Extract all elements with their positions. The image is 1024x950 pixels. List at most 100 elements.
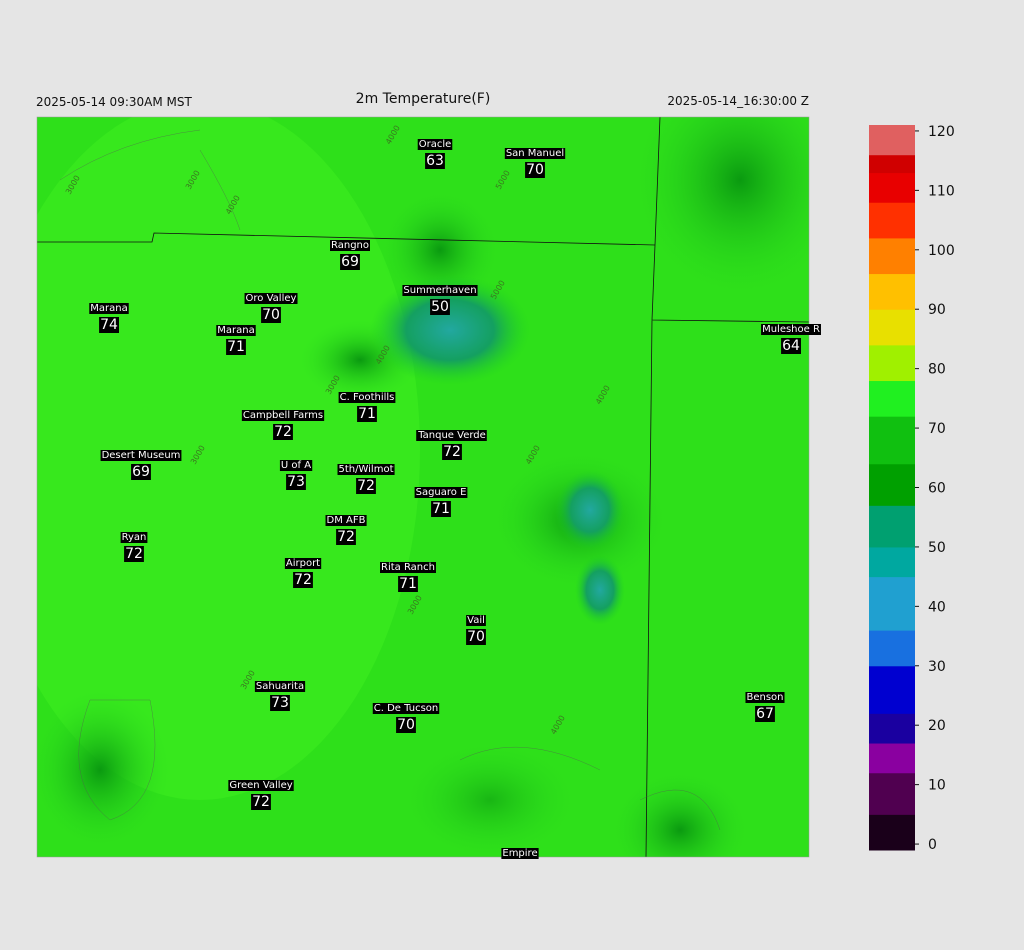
station-name: Muleshoe R: [762, 324, 820, 335]
label-box: [340, 254, 360, 270]
colorbar-tick-label: 120: [928, 124, 955, 140]
label-box: [398, 576, 418, 592]
label-box: [372, 703, 440, 714]
station-value: 74: [100, 317, 118, 333]
station-value: 72: [125, 546, 143, 562]
colorbar-segment: [869, 743, 915, 774]
label-box: [286, 474, 306, 490]
map-frame: [36, 116, 810, 858]
label-box: [466, 629, 486, 645]
label-box: [442, 444, 462, 460]
label-box: [425, 153, 445, 169]
colorbar-tick-label: 50: [928, 540, 946, 556]
label-box: [501, 848, 539, 859]
utc-time: 2025-05-14_16:30:00 Z: [667, 94, 809, 108]
station-value: 72: [337, 529, 355, 545]
station-name: Rita Ranch: [381, 562, 435, 573]
label-box: [417, 139, 453, 150]
colorbar-segment: [869, 202, 915, 239]
station-name: Desert Museum: [102, 450, 181, 461]
label-box: [755, 706, 775, 722]
station-name: Oro Valley: [246, 293, 297, 304]
colorbar-segment: [869, 309, 915, 346]
label-box: [131, 464, 151, 480]
station-value: 72: [443, 444, 461, 460]
colorbar-tick-label: 90: [928, 302, 946, 318]
map-title: 2m Temperature(F): [356, 91, 491, 107]
station-value: 69: [132, 464, 150, 480]
colorbar-tick-label: 10: [928, 778, 946, 794]
station-value: 67: [756, 706, 774, 722]
colorbar-segment: [869, 154, 915, 174]
valid-time: 2025-05-14 09:30AM MST: [36, 95, 192, 109]
label-box: [99, 317, 119, 333]
station-name: San Manuel: [506, 148, 564, 159]
label-box: [357, 406, 377, 422]
station-name: 5th/Wilmot: [339, 464, 394, 475]
colorbar-tick-label: 40: [928, 599, 946, 615]
label-box: [466, 615, 486, 626]
station-name: U of A: [281, 460, 311, 471]
label-box: [504, 148, 566, 159]
station-value: 70: [262, 307, 280, 323]
colorbar-segment: [869, 172, 915, 203]
label-box: [284, 558, 322, 569]
label-box: [416, 430, 487, 441]
label-box: [293, 572, 313, 588]
colorbar-segment: [869, 237, 915, 275]
station-value: 69: [341, 254, 359, 270]
station-name: Saguaro E: [416, 487, 467, 498]
label-box: [251, 794, 271, 810]
station-name: Tanque Verde: [417, 430, 486, 441]
label-box: [761, 324, 821, 335]
station-value: 72: [252, 794, 270, 810]
station-value: 71: [227, 339, 245, 355]
colorbar-tick-label: 0: [928, 837, 937, 853]
colorbar-segment: [869, 814, 915, 851]
colorbar-segment: [869, 344, 915, 382]
label-box: [396, 717, 416, 733]
label-box: [228, 780, 294, 791]
label-box: [380, 562, 436, 573]
station-value: 70: [526, 162, 544, 178]
map: [37, 117, 809, 857]
label-box: [330, 240, 370, 251]
colorbar-tick-label: 30: [928, 659, 946, 675]
station-name: Summerhaven: [403, 285, 476, 296]
colorbar-segment: [869, 125, 915, 156]
station-name: Sahuarita: [256, 681, 304, 692]
label-box: [337, 464, 395, 475]
label-box: [226, 339, 246, 355]
label-box: [273, 424, 293, 440]
station-name: Ryan: [122, 532, 147, 543]
colorbar-segment: [869, 665, 915, 714]
label-box: [120, 532, 148, 543]
station-value: 72: [274, 424, 292, 440]
station-value: 70: [397, 717, 415, 733]
colorbar-segment: [869, 505, 915, 548]
label-box: [254, 681, 306, 692]
colorbar-segment: [869, 273, 915, 310]
station-name: C. Foothills: [340, 392, 395, 403]
label-box: [100, 450, 182, 461]
station-name: Marana: [217, 325, 254, 336]
colorbar-segment: [869, 380, 915, 417]
label-box: [745, 692, 785, 703]
station-name: Rangno: [331, 240, 369, 251]
station-name: Marana: [90, 303, 127, 314]
station-name: Campbell Farms: [243, 410, 323, 421]
label-box: [216, 325, 256, 336]
label-box: [338, 392, 396, 403]
colorbar-tick-label: 80: [928, 362, 946, 378]
colorbar-tick-label: 70: [928, 421, 946, 437]
label-box: [414, 487, 468, 498]
station-value: 72: [294, 572, 312, 588]
label-box: [356, 478, 376, 494]
label-box: [244, 293, 298, 304]
label-box: [525, 162, 545, 178]
label-box: [431, 501, 451, 517]
station-name: Airport: [286, 558, 320, 569]
label-box: [124, 546, 144, 562]
colorbar-tick-label: 110: [928, 183, 955, 199]
